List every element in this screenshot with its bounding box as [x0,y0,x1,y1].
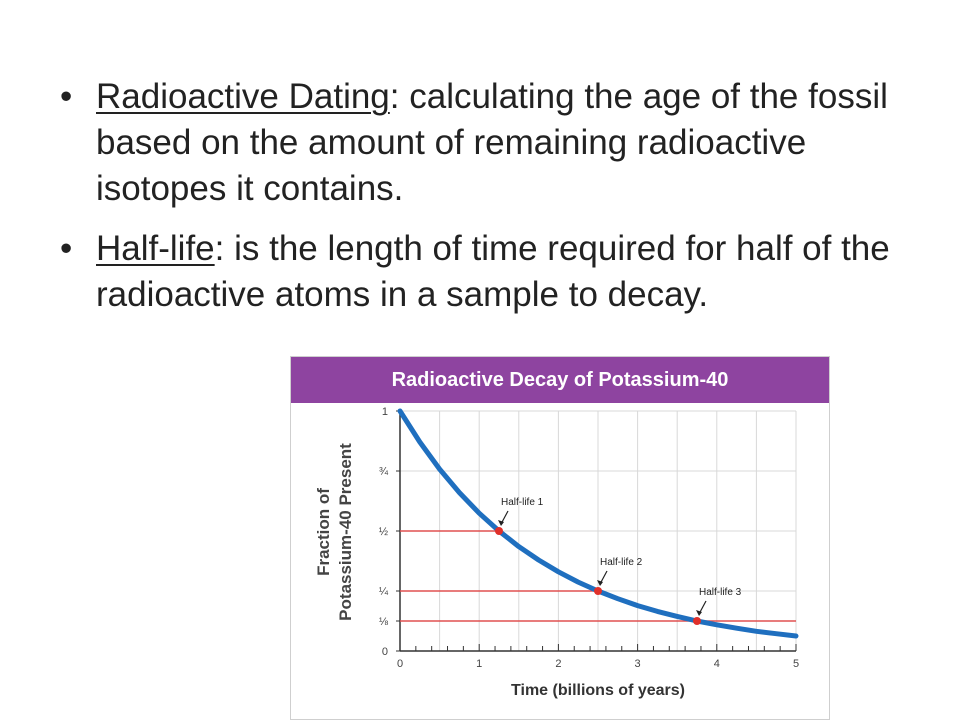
half-life-point [495,527,503,535]
y-tick-label: ¼ [379,586,389,598]
annotation-arrowhead [597,580,603,586]
term-radioactive-dating: Radioactive Dating [96,77,390,116]
bullet-half-life: • Half-life: is the length of time requi… [60,226,920,318]
definition-half-life: : is the length of time required for hal… [96,229,890,314]
y-tick-label: 1 [382,406,388,418]
y-tick-label: ⅛ [379,616,389,628]
x-tick-label: 4 [714,658,720,670]
bullet-dot: • [60,229,73,268]
half-life-point [693,617,701,625]
definition-radioactive-dating: : calculating the age of the fossil base… [96,77,888,208]
decay-chart: Radioactive Decay of Potassium-40 0 1 2 3 4 5… [290,356,830,720]
half-life-label: Half-life 2 [600,557,643,568]
bullet-list: • Radioactive Dating: calculating the ag… [60,74,920,332]
x-tick-label: 3 [635,658,641,670]
bullet-radioactive-dating: • Radioactive Dating: calculating the ag… [60,74,920,212]
x-tick-label: 5 [793,658,799,670]
half-life-point [594,587,602,595]
x-tick-label: 1 [476,658,482,670]
y-tick-label: ½ [379,526,388,538]
x-tick-label: 2 [555,658,561,670]
y-axis-label-line: Fraction of [314,488,333,576]
y-tick-label: ¾ [379,466,389,478]
annotation-arrowhead [498,520,504,526]
chart-plot: 0 1 2 3 4 5 0 ⅛ ¼ ½ ¾ 1 Half-life 1 Half-life 2 Half-l… [314,406,799,699]
x-tick-label: 0 [397,658,403,670]
y-axis-label: Fraction of Potassium-40 Present [314,443,355,621]
term-half-life: Half-life [96,229,215,268]
chart-title: Radioactive Decay of Potassium-40 [291,357,829,403]
half-life-label: Half-life 1 [501,497,544,508]
bullet-dot: • [60,77,73,116]
y-axis-label-line: Potassium-40 Present [336,443,355,621]
x-axis-label: Time (billions of years) [511,682,685,699]
y-tick-label: 0 [382,646,388,658]
half-life-label: Half-life 3 [699,587,742,598]
annotation-arrowhead [696,610,702,616]
